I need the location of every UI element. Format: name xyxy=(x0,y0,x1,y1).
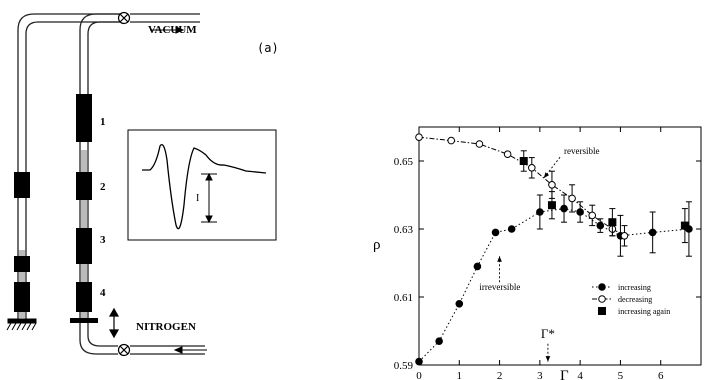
legend-entry: increasing again xyxy=(598,307,670,316)
data-point xyxy=(608,218,617,227)
nitrogen-arrow-icon xyxy=(173,346,207,354)
y-tick-label: 0.65 xyxy=(394,156,414,168)
legend-entry: decreasing xyxy=(592,295,652,304)
nitrogen-label: NITROGEN xyxy=(136,321,196,333)
signal-label: I xyxy=(196,193,199,204)
data-point xyxy=(447,136,456,145)
vacuum-arrow-icon xyxy=(150,26,185,34)
coil-label-4: 4 xyxy=(100,287,106,299)
data-point xyxy=(620,232,629,240)
right-tube xyxy=(79,13,120,355)
data-point xyxy=(560,204,568,213)
series-increasing-again xyxy=(519,150,689,244)
left-coil-lower xyxy=(14,282,30,312)
legend-label: decreasing xyxy=(618,295,652,304)
annotation-layer: reversible irreversible Γ* xyxy=(479,146,600,362)
annotation-arrowhead-icon xyxy=(497,256,502,262)
panel-label: (a) xyxy=(257,41,279,55)
shaker-plate xyxy=(70,318,98,323)
x-tick-label: 1 xyxy=(457,370,463,380)
series-layer xyxy=(415,133,693,366)
coil-label-3: 3 xyxy=(100,234,106,246)
x-axis-label: Γ xyxy=(560,368,569,380)
signal-inset: I xyxy=(127,129,277,241)
annotation-label: irreversible xyxy=(479,282,520,292)
signal-amplitude-arrow-icon xyxy=(201,172,217,224)
data-point xyxy=(536,208,544,216)
legend-label: increasing xyxy=(618,283,651,292)
coil-label-1: 1 xyxy=(100,116,106,128)
vacuum-label: VACUUM xyxy=(148,24,197,36)
vibration-arrow-icon xyxy=(108,307,120,339)
right-coil-4 xyxy=(76,282,92,312)
data-point xyxy=(435,337,443,346)
density-plot: 0.59 0.61 0.63 0.65 0 1 2 3 4 5 6 ρ Γ reversible i… xyxy=(373,126,702,380)
data-point xyxy=(528,164,536,172)
data-point xyxy=(596,221,605,230)
annotation-label: reversible xyxy=(564,146,599,156)
data-point xyxy=(576,208,584,216)
data-point xyxy=(548,181,556,189)
coil-label-2: 2 xyxy=(100,181,106,193)
x-tick-label: 5 xyxy=(618,370,624,380)
x-tick-label: 0 xyxy=(416,370,422,380)
left-tube xyxy=(17,13,120,320)
legend: increasing decreasing increasing again xyxy=(592,283,670,316)
vacuum-line xyxy=(130,13,200,23)
right-coil-1 xyxy=(76,94,92,142)
plot-frame xyxy=(418,126,702,366)
data-point xyxy=(473,262,482,271)
right-coil-2 xyxy=(76,172,92,200)
data-point xyxy=(648,228,657,237)
data-point xyxy=(568,194,576,203)
data-point xyxy=(507,225,516,233)
x-tick-label: 6 xyxy=(658,370,664,380)
right-coil-3 xyxy=(76,228,92,264)
data-point xyxy=(503,150,512,158)
annotation: reversible xyxy=(543,146,600,179)
x-tick-label: 3 xyxy=(537,370,543,380)
annotation: irreversible xyxy=(479,256,520,292)
data-point xyxy=(415,357,423,366)
x-axis: 0 1 2 3 4 5 6 xyxy=(416,127,664,380)
legend-marker xyxy=(598,307,606,315)
data-point xyxy=(519,157,528,165)
nitrogen-line xyxy=(130,345,205,355)
y-tick-label: 0.61 xyxy=(394,292,413,304)
y-axis: 0.59 0.61 0.63 0.65 xyxy=(394,156,701,372)
data-point xyxy=(475,140,484,148)
y-axis-label: ρ xyxy=(373,237,381,253)
annotation-arrowhead-icon xyxy=(543,172,550,178)
x-tick-label: 2 xyxy=(497,370,503,380)
legend-marker xyxy=(598,295,606,303)
nitrogen-valve-icon xyxy=(117,343,131,357)
signal-waveform xyxy=(142,143,267,230)
data-point xyxy=(415,133,423,141)
data-point xyxy=(680,221,689,230)
left-coil-upper xyxy=(14,172,30,198)
annotation-label: Γ* xyxy=(541,326,555,341)
data-point xyxy=(588,211,597,220)
x-tick-label: 4 xyxy=(577,370,583,380)
legend-label: increasing again xyxy=(618,307,670,316)
y-tick-label: 0.59 xyxy=(394,360,414,372)
series-line xyxy=(418,136,625,237)
ground-base xyxy=(6,318,37,331)
data-point xyxy=(491,228,500,237)
annotation: Γ* xyxy=(541,326,555,362)
annotation-arrowhead-icon xyxy=(545,356,551,362)
series-increasing xyxy=(415,194,693,366)
legend-marker xyxy=(598,283,606,291)
apparatus-diagram: VACUUM NITROGEN (a) 1 2 3 4 xyxy=(6,11,279,357)
vacuum-valve-icon xyxy=(117,11,131,25)
data-point xyxy=(455,300,464,308)
data-point xyxy=(547,201,556,210)
y-tick-label: 0.63 xyxy=(394,224,414,236)
left-coil-lower-b xyxy=(14,256,30,272)
legend-entry: increasing xyxy=(592,283,651,292)
